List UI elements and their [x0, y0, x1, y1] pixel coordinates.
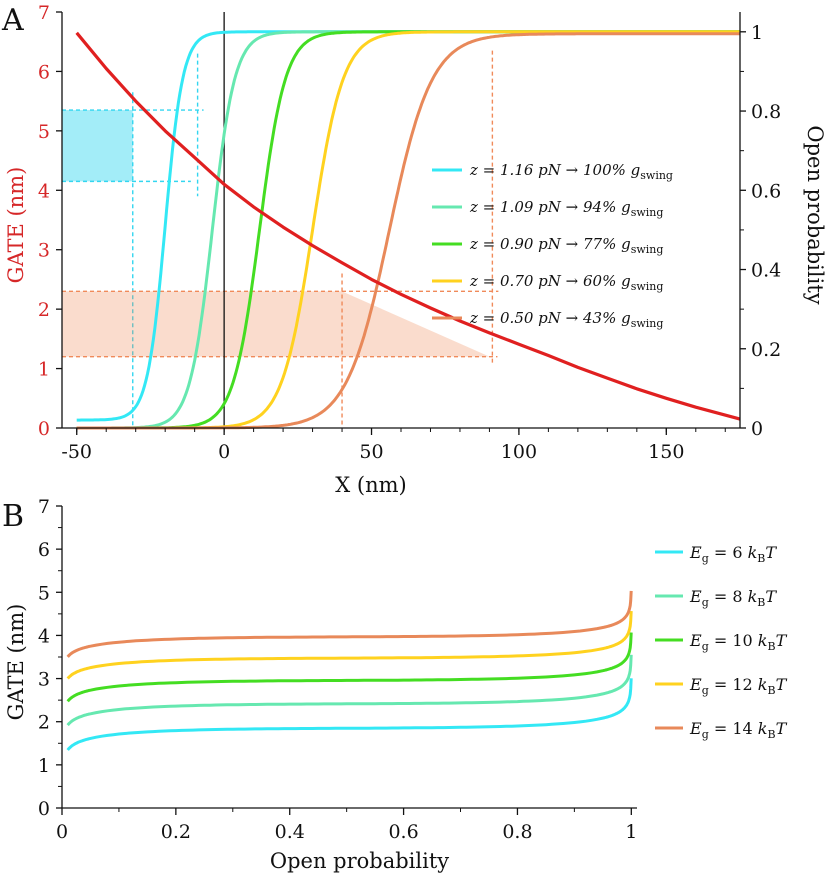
- b-legend-label-0: Eg = 6 kBT: [689, 543, 777, 565]
- yr-tick-label: 1: [751, 22, 763, 44]
- yl-tick-label: 3: [38, 240, 50, 262]
- b-legend-label-4: Eg = 14 kBT: [689, 719, 788, 741]
- band-tail-1: [342, 291, 490, 357]
- b-y-axis-title: GATE (nm): [4, 604, 28, 721]
- b-y-tick-label: 5: [38, 582, 50, 604]
- series-b-line-0: [66, 678, 633, 751]
- legend-label-3: z = 0.70 pN → 60% gswing: [469, 272, 663, 293]
- band-0: [62, 110, 133, 182]
- yl-tick-label: 7: [38, 2, 50, 24]
- x-tick-label: -50: [61, 441, 92, 463]
- b-y-tick-label: 2: [38, 712, 50, 734]
- x-axis-title: X (nm): [335, 473, 406, 497]
- yl-tick-label: 1: [38, 359, 50, 381]
- x-tick-label: 150: [648, 441, 684, 463]
- x-tick-label: 100: [501, 441, 537, 463]
- b-legend-label-3: Eg = 12 kBT: [689, 675, 788, 697]
- b-x-axis-title: Open probability: [270, 849, 449, 873]
- b-x-tick-label: 0.4: [275, 821, 305, 843]
- b-x-tick-label: 0.2: [161, 821, 191, 843]
- yr-tick-label: 0.4: [751, 260, 781, 282]
- x-tick-label: 50: [359, 441, 383, 463]
- series-b-line-1: [66, 654, 633, 727]
- b-y-tick-label: 6: [38, 539, 50, 561]
- series-line-3: [76, 30, 740, 430]
- yl-tick-label: 2: [38, 299, 50, 321]
- yl-tick-label: 4: [38, 180, 50, 202]
- b-legend-label-1: Eg = 8 kBT: [689, 587, 777, 609]
- b-y-tick-label: 3: [38, 669, 50, 691]
- b-legend-label-2: Eg = 10 kBT: [689, 631, 788, 653]
- yl-tick-label: 0: [38, 418, 50, 440]
- series-line-0: [76, 30, 740, 422]
- legend-label-0: z = 1.16 pN → 100% gswing: [469, 161, 673, 182]
- yr-tick-label: 0.2: [751, 339, 781, 361]
- series-line-2: [76, 30, 740, 430]
- panel-label-a: A: [1, 3, 24, 38]
- series-b-line-4: [66, 590, 633, 658]
- panel-label-b: B: [2, 499, 24, 534]
- b-x-tick-label: 0.8: [502, 821, 532, 843]
- series-line-1: [76, 30, 740, 430]
- b-x-tick-label: 0: [56, 821, 68, 843]
- series-b-line-2: [66, 632, 633, 703]
- series-b-line-3: [66, 611, 633, 680]
- series-line-4: [76, 32, 740, 430]
- b-x-tick-label: 1: [625, 821, 637, 843]
- legend-label-2: z = 0.90 pN → 77% gswing: [469, 235, 663, 256]
- yr-tick-label: 0: [751, 418, 763, 440]
- panel-a: -50 0 50 100 150 0 1 2 3 4 5 6 7 0 0.2 0.4 0.6 0.8 1 X (nm)…: [4, 2, 827, 497]
- x-tick-label: 0: [218, 441, 230, 463]
- b-x-tick-label: 0.6: [388, 821, 418, 843]
- y-left-axis-title: GATE (nm): [4, 167, 28, 284]
- b-y-tick-label: 1: [38, 755, 50, 777]
- panel-b: 0 0.2 0.4 0.6 0.8 1 0 1 2 3 4 5 6 7 Open probability GA…: [4, 496, 788, 873]
- legend-label-4: z = 0.50 pN → 43% gswing: [469, 309, 663, 330]
- legend-label-1: z = 1.09 pN → 94% gswing: [469, 198, 663, 219]
- b-y-tick-label: 0: [38, 798, 50, 820]
- b-y-tick-label: 4: [38, 625, 50, 647]
- yl-tick-label: 6: [38, 61, 50, 83]
- yr-tick-label: 0.8: [751, 101, 781, 123]
- y-right-axis-title: Open probability: [803, 125, 827, 304]
- yl-tick-label: 5: [38, 121, 50, 143]
- gate-curve: [75, 31, 741, 421]
- yr-tick-label: 0.6: [751, 180, 781, 202]
- b-y-tick-label: 7: [38, 496, 50, 518]
